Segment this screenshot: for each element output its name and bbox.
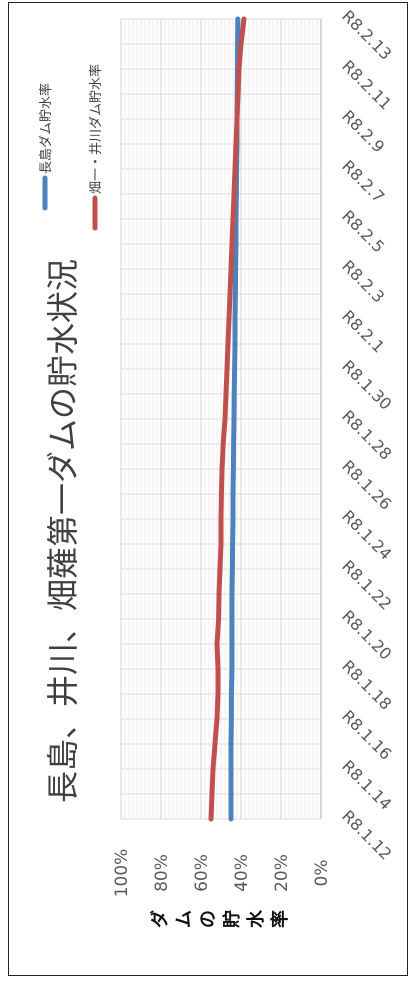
x-tick-label: R8.2.1 <box>338 306 388 356</box>
x-tick-label: R8.2.9 <box>338 106 388 156</box>
series-layer <box>208 16 247 822</box>
x-tick-label: R8.2.7 <box>338 156 388 206</box>
y-tick-label: 60% <box>192 854 212 892</box>
chart-canvas: 0%20%40%60%80%100%R8.1.12R8.1.14R8.1.16R… <box>38 6 395 897</box>
legend-label-1: 長島ダム貯水率 <box>38 83 54 174</box>
x-tick-label: R8.1.12 <box>338 806 395 863</box>
y-tick-label: 40% <box>232 854 252 892</box>
x-tick-label: R8.1.30 <box>338 356 395 413</box>
x-tick-label: R8.2.3 <box>338 256 388 306</box>
x-tick-label: R8.1.26 <box>338 456 395 513</box>
x-tick-label: R8.2.11 <box>338 56 395 113</box>
x-tick-label: R8.2.5 <box>338 206 388 256</box>
y-axis-title: ダムの貯水率 <box>150 910 291 928</box>
x-tick-label: R8.1.20 <box>338 606 395 663</box>
legend-layer: 長島ダム貯水率 畑一・井川ダム貯水率 <box>38 64 104 231</box>
x-tick-label: R8.2.13 <box>338 6 395 63</box>
chart-frame: 0% 20% 40% 60% 80% 100% R8.1.12 R8.1.14 R8.1.16 R… <box>8 2 408 976</box>
x-tick-label: R8.1.14 <box>338 756 395 813</box>
x-tick-label: R8.1.24 <box>338 506 395 563</box>
y-tick-label: 20% <box>272 854 292 892</box>
x-tick-label: R8.1.18 <box>338 656 395 713</box>
x-tick-label: R8.1.28 <box>338 406 395 463</box>
y-tick-label: 100% <box>112 849 132 898</box>
y-tick-label: 80% <box>152 854 172 892</box>
legend-label-2: 畑一・井川ダム貯水率 <box>88 64 104 194</box>
grid-layer <box>120 18 322 820</box>
chart-title: 長島、井川、畑薙第一ダムの貯水状況 <box>44 259 82 803</box>
label-layer: 0%20%40%60%80%100%R8.1.12R8.1.14R8.1.16R… <box>112 6 395 897</box>
x-tick-label: R8.1.22 <box>338 556 395 613</box>
series-line-2 <box>208 16 247 822</box>
x-tick-label: R8.1.16 <box>338 706 395 763</box>
y-tick-label: 0% <box>312 860 332 887</box>
